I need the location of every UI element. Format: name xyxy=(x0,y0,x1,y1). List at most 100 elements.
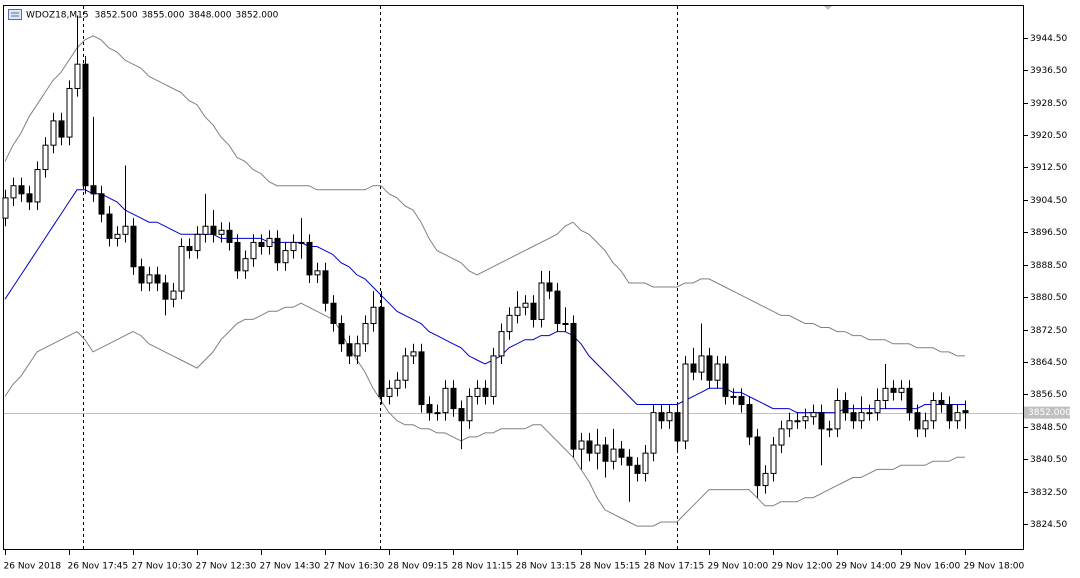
candle-body xyxy=(218,229,225,235)
candle-body xyxy=(226,229,233,243)
x-tick-label: 28 Nov 11:15 xyxy=(452,562,513,572)
candle-body xyxy=(714,363,721,381)
plot: 3944.50 3936.50 3928.50 3920.50 3912.50 3904.… xyxy=(2,15,1071,572)
chart-title: WDOZ18,M15 xyxy=(26,11,89,21)
x-tick-label: 27 Nov 16:30 xyxy=(324,562,385,572)
candle-body xyxy=(282,250,289,264)
candle-body xyxy=(818,412,825,430)
x-tick-label: 29 Nov 18:00 xyxy=(964,562,1025,572)
candle-body xyxy=(378,306,385,397)
candle-body xyxy=(66,87,73,138)
candle-body xyxy=(122,225,129,235)
candle-body xyxy=(770,444,777,474)
y-tick-label: 3896.50 xyxy=(1030,228,1067,238)
candle-body xyxy=(322,270,329,304)
candle-body xyxy=(802,416,809,422)
candle-body xyxy=(810,412,817,418)
candle-body xyxy=(842,399,849,414)
y-tick-label: 3840.50 xyxy=(1030,455,1067,465)
candle-body xyxy=(962,410,969,414)
y-tick-label: 3824.50 xyxy=(1030,520,1067,530)
x-tick-label: 28 Nov 17:15 xyxy=(644,562,705,572)
candle-body xyxy=(922,420,929,430)
candle-body xyxy=(954,412,961,422)
candle-body xyxy=(346,343,353,357)
candle-body xyxy=(394,379,401,389)
y-tick-label: 3928.50 xyxy=(1030,99,1067,109)
candle-body xyxy=(114,233,121,239)
candle-body xyxy=(682,363,689,442)
candle-body xyxy=(706,355,713,381)
symbol-icon xyxy=(8,9,22,20)
candle-body xyxy=(402,355,409,381)
x-tick-label: 29 Nov 12:00 xyxy=(772,562,833,572)
candle-body xyxy=(234,241,241,272)
x-tick-label: 27 Nov 14:30 xyxy=(260,562,321,572)
candle-body xyxy=(826,428,833,431)
candle-body xyxy=(890,387,897,393)
candle-body xyxy=(666,412,673,422)
candle-body xyxy=(290,241,297,252)
candle-body xyxy=(634,464,641,474)
x-tick-label: 29 Nov 14:00 xyxy=(836,562,897,572)
candle-body xyxy=(26,193,33,203)
candle-body xyxy=(90,185,97,195)
candle-body xyxy=(794,420,801,423)
indicator-lower xyxy=(4,302,965,527)
candle-body xyxy=(314,270,321,276)
candle-body xyxy=(130,225,137,268)
candle-body xyxy=(762,472,769,487)
candle-body xyxy=(498,331,505,357)
header-values: 3852.500 3855.000 3848.000 3852.000 xyxy=(95,11,279,21)
candle-body xyxy=(386,387,393,397)
candle-body xyxy=(946,404,953,422)
y-tick-label: 3864.50 xyxy=(1030,358,1067,368)
candle-body xyxy=(42,144,49,171)
candle-body xyxy=(490,355,497,397)
y-tick-label: 3888.50 xyxy=(1030,261,1067,271)
candle-body xyxy=(618,448,625,458)
candle-body xyxy=(354,343,361,357)
candle-body xyxy=(778,428,785,446)
candle-body xyxy=(330,302,337,324)
candle-body xyxy=(834,399,841,430)
x-tick-label: 28 Nov 09:15 xyxy=(388,562,449,572)
last-price-tag: 3852.000 xyxy=(1024,406,1071,419)
y-tick-label: 3856.50 xyxy=(1030,390,1067,400)
y-tick-label: 3872.50 xyxy=(1030,326,1067,336)
candle-body xyxy=(554,290,561,324)
candle-body xyxy=(914,412,921,430)
candle-body xyxy=(410,351,417,357)
candle-body xyxy=(458,408,465,422)
candle-body xyxy=(882,387,889,401)
candle-body xyxy=(466,395,473,422)
x-tick-label: 27 Nov 10:30 xyxy=(132,562,193,572)
candle-body xyxy=(250,241,257,260)
x-tick-label: 26 Nov 17:45 xyxy=(68,562,129,572)
candle-body xyxy=(738,395,745,406)
candle-body xyxy=(586,440,593,454)
y-tick-label: 3832.50 xyxy=(1030,488,1067,498)
candle-body xyxy=(674,412,681,442)
candle-body xyxy=(866,412,873,415)
candle-body xyxy=(18,185,25,195)
icon-frame xyxy=(8,9,22,20)
candle-body xyxy=(186,246,193,252)
candle-body xyxy=(146,274,153,284)
candle-body xyxy=(650,412,657,454)
x-tick-label: 29 Nov 16:00 xyxy=(900,562,961,572)
y-tick-label: 3936.50 xyxy=(1030,66,1067,76)
x-tick-label: 28 Nov 15:15 xyxy=(580,562,641,572)
candle-body xyxy=(506,314,513,333)
candle-body xyxy=(194,233,201,252)
x-tick-label: 28 Nov 13:15 xyxy=(516,562,577,572)
candle-body xyxy=(362,322,369,345)
header-value: 3848.000 xyxy=(189,11,232,21)
candle-body xyxy=(178,246,185,292)
candle-body xyxy=(474,387,481,397)
y-tick-label: 3920.50 xyxy=(1030,131,1067,141)
last-price-box xyxy=(1024,406,1070,419)
candle-body xyxy=(538,282,545,320)
x-tick-label: 26 Nov 2018 xyxy=(4,562,62,572)
